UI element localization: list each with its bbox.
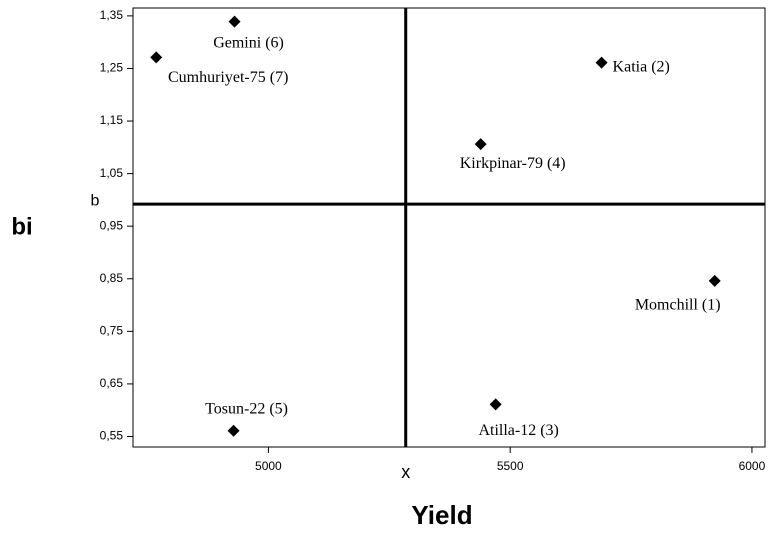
point	[227, 424, 240, 437]
y-tick-label: 1,25	[100, 61, 124, 75]
point	[228, 15, 241, 28]
plot-frame	[132, 7, 766, 448]
point	[150, 51, 163, 64]
y-tick-label: 0,55	[100, 429, 124, 443]
y-tick-label: 1,05	[100, 166, 124, 180]
x-axis-label: Yield	[411, 500, 472, 530]
point-label: Momchill (1)	[635, 297, 721, 314]
y-tick-label: 0,65	[100, 376, 124, 390]
y-axis-label: bi	[11, 213, 32, 240]
point	[489, 398, 502, 411]
point-label: Kirkpinar-79 (4)	[460, 155, 566, 172]
mean-b-label: b	[91, 192, 100, 209]
point-label: Gemini (6)	[213, 34, 284, 51]
x-tick-label: 6000	[739, 459, 766, 473]
point	[474, 138, 487, 151]
x-tick-label: 5500	[497, 459, 524, 473]
mean-x-label: x	[401, 462, 410, 482]
y-tick-label: 0,75	[100, 324, 124, 338]
point-label: Tosun-22 (5)	[205, 400, 288, 417]
point	[595, 56, 608, 69]
y-tick-label: 0,85	[100, 271, 124, 285]
x-tick-label: 5000	[255, 459, 282, 473]
point-label: Atilla-12 (3)	[478, 422, 558, 439]
point	[708, 274, 721, 287]
point-label: Katia (2)	[613, 58, 670, 75]
y-tick-label: 1,15	[100, 113, 124, 127]
point-label: Cumhuriyet-75 (7)	[168, 69, 288, 86]
y-tick-label: 1,35	[100, 8, 124, 22]
y-tick-label: 0,95	[100, 218, 124, 232]
